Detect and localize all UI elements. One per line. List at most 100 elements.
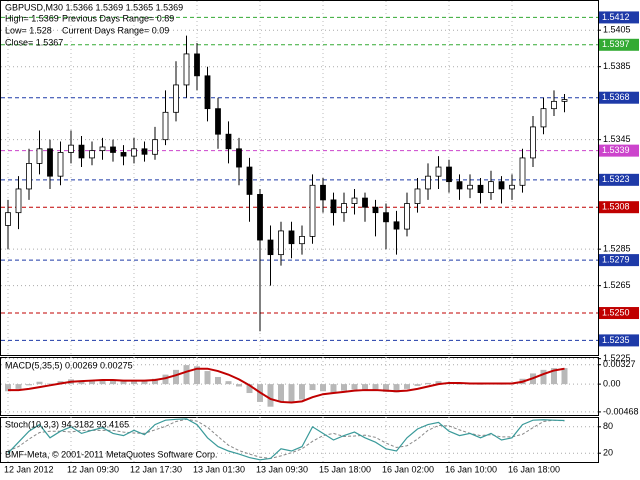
macd-bar (120, 381, 127, 385)
macd-bar (267, 384, 274, 407)
macd-bar (456, 384, 463, 385)
panel-title: Stoch(10,3,3) 94.3182 93.4165 (5, 419, 129, 429)
price-level-box (599, 173, 639, 186)
stoch-main-line (7, 418, 565, 461)
x-tick-label: 16 Jan 18:00 (508, 464, 560, 474)
candle-body (467, 184, 473, 190)
y-tick-label: 20 (603, 448, 613, 458)
main-panel (0, 0, 599, 356)
price-level-box (599, 91, 639, 104)
macd-bar (26, 384, 32, 386)
candle-body (551, 100, 557, 110)
price-level-label: 1.5308 (602, 202, 630, 212)
macd-panel (0, 357, 599, 416)
y-tick-label: 1.5265 (603, 280, 631, 290)
candle-body (36, 148, 43, 164)
candle-body (225, 133, 232, 150)
macd-bar (47, 383, 53, 385)
candle-body (141, 148, 148, 155)
price-level-label: 1.5279 (602, 254, 630, 264)
x-tick-label: 16 Jan 10:00 (445, 464, 497, 474)
macd-bar (540, 369, 547, 385)
y-tick-label: 1.5385 (603, 61, 631, 71)
candle-body (183, 53, 190, 86)
candle-body (57, 152, 64, 177)
candle-body (131, 148, 137, 157)
y-tick-label: 1.5405 (603, 25, 631, 35)
info-text: Previous Days Range= 0.89 (62, 13, 174, 23)
macd-bar (89, 379, 95, 385)
macd-bar (435, 381, 442, 385)
price-level-label: 1.5368 (602, 92, 630, 102)
candle-body (246, 166, 253, 195)
info-text: Current Days Range= 0.09 (62, 25, 169, 35)
candle-body (173, 84, 179, 113)
price-level-label: 1.5323 (602, 174, 630, 184)
candle-body (330, 199, 337, 214)
candle-body (288, 230, 295, 245)
candle-body (320, 184, 326, 201)
macd-bar (372, 384, 379, 391)
macd-bar (225, 381, 232, 385)
candle-body (425, 175, 431, 190)
macd-bar (309, 384, 316, 391)
x-tick-label: 12 Jan 17:30 (130, 464, 182, 474)
macd-bar (246, 384, 253, 394)
x-tick-label: 16 Jan 02:00 (382, 464, 434, 474)
candle-body (561, 99, 568, 102)
candle-body (341, 203, 347, 214)
price-level-label: 1.5397 (602, 39, 630, 49)
macd-bar (5, 384, 11, 392)
candle-body (435, 166, 442, 177)
y-tick-label: 0.00327 (603, 359, 636, 369)
candle-body (299, 235, 305, 245)
candle-body (68, 144, 74, 153)
chart-title: GBPUSD,M30 1.5366 1.5369 1.5365 1.5369 (5, 2, 183, 12)
candle-body (99, 146, 106, 152)
macd-bar (99, 379, 106, 385)
y-tick-label: 1.5345 (603, 134, 631, 144)
macd-bar (414, 384, 421, 386)
candle-body (204, 75, 211, 110)
y-tick-label: -0.00468 (603, 406, 639, 416)
panel-title: MACD(5,35,5) 0.00269 0.00275 (5, 360, 133, 370)
info-text: Close= 1.5367 (5, 37, 63, 47)
candle-body (351, 197, 358, 204)
price-level-box (599, 38, 639, 51)
x-tick-label: 13 Jan 01:30 (193, 464, 245, 474)
macd-bar (425, 382, 431, 385)
candle-body (519, 157, 526, 186)
info-text: High= 1.5369 (5, 13, 59, 23)
macd-bar (183, 365, 190, 385)
macd-bar (162, 374, 169, 385)
copyright: BMF-Meta, © 2001-2011 MetaQuotes Softwar… (5, 449, 218, 459)
candle-body (309, 184, 316, 237)
price-level-box (599, 144, 639, 157)
macd-bar (194, 366, 200, 385)
info-text: Low= 1.528 (5, 25, 52, 35)
price-level-box (599, 201, 639, 214)
x-tick-label: 12 Jan 2012 (4, 464, 54, 474)
stoch-panel (0, 417, 599, 463)
price-level-label: 1.5412 (602, 12, 630, 22)
macd-bar (110, 380, 116, 385)
candle-body (498, 181, 505, 190)
macd-signal-line (8, 367, 565, 404)
candle-body (267, 239, 274, 256)
candle-body (89, 150, 95, 159)
price-level-box (599, 254, 639, 267)
price-level-label: 1.5250 (602, 307, 630, 317)
macd-bar (152, 378, 158, 385)
macd-bar (173, 369, 179, 385)
candle-body (152, 139, 158, 155)
y-tick-label: 1.5225 (603, 353, 631, 363)
y-tick-label: 80 (603, 421, 613, 431)
macd-bar (330, 384, 337, 393)
x-tick-label: 12 Jan 09:30 (67, 464, 119, 474)
macd-bar (141, 381, 148, 385)
candle-body (26, 163, 32, 190)
candle-body (383, 212, 389, 223)
macd-bar (15, 384, 22, 389)
